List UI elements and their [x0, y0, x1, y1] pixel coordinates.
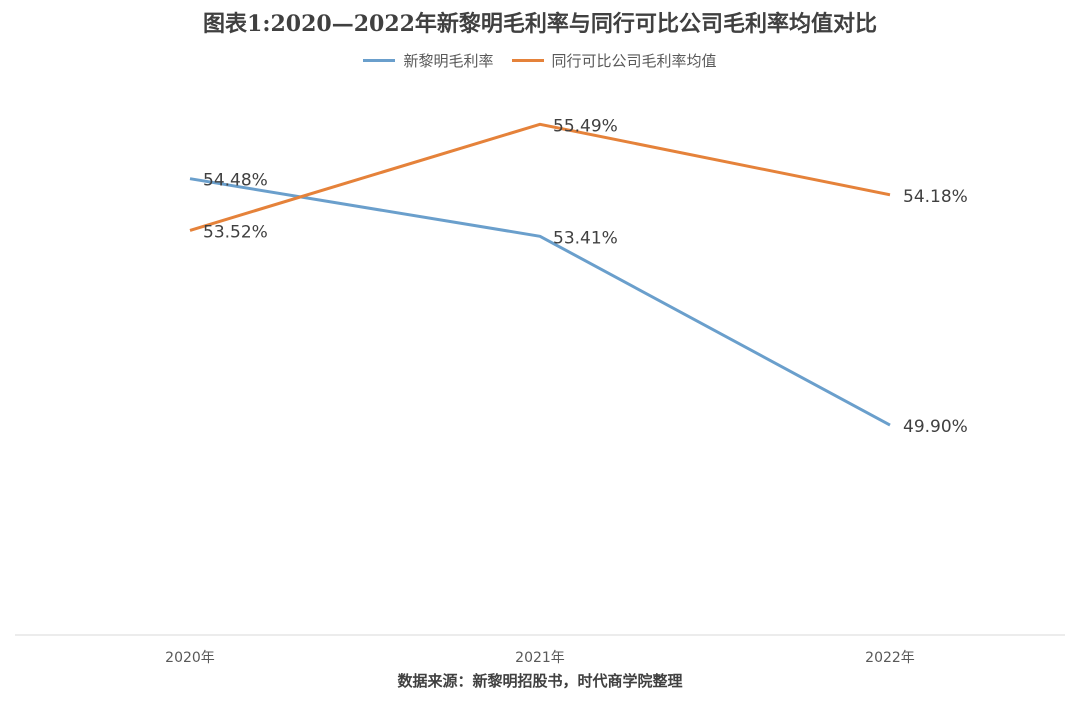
x-tick-label: 2022年 [865, 650, 915, 666]
data-label-series-2: 55.49% [553, 116, 618, 136]
source-note: 数据来源：新黎明招股书，时代商学院整理 [397, 672, 683, 690]
legend-item-series-1: 新黎明毛利率 [363, 50, 494, 71]
legend-label-series-2: 同行可比公司毛利率均值 [551, 52, 717, 70]
legend-label-series-1: 新黎明毛利率 [403, 52, 494, 70]
data-label-series-2: 53.52% [203, 222, 268, 242]
legend: 新黎明毛利率 同行可比公司毛利率均值 [0, 50, 1080, 71]
chart-title: 图表1:2020—2022年新黎明毛利率与同行可比公司毛利率均值对比 [203, 11, 877, 37]
x-tick-label: 2021年 [515, 650, 565, 666]
legend-item-series-2: 同行可比公司毛利率均值 [511, 50, 717, 71]
series-line-2 [189, 122, 891, 232]
data-label-series-1: 53.41% [553, 228, 618, 248]
data-label-series-1: 54.48% [203, 171, 268, 191]
x-tick-label: 2020年 [165, 650, 215, 666]
legend-swatch-series-1 [363, 59, 396, 62]
data-label-series-1: 49.90% [903, 417, 968, 437]
data-label-series-2: 54.18% [903, 187, 968, 207]
legend-swatch-series-2 [511, 59, 544, 62]
series-line-1 [189, 177, 891, 427]
